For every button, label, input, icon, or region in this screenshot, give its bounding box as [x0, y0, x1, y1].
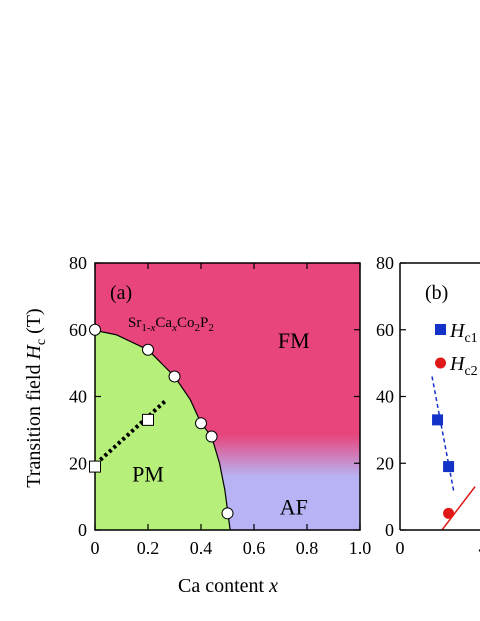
- x-tick-label: 0.2: [137, 538, 160, 558]
- circle-marker: [89, 323, 101, 336]
- x-tick-label: 0: [91, 538, 100, 558]
- x-tick-label: 0.8: [296, 538, 319, 558]
- panel-a: 0 0.2 0.4 0.6 0.8 1.0 0 20 40 60 80 FM PM AF (a) Sr1…: [23, 253, 371, 597]
- phase-regions: [95, 263, 360, 530]
- legend-label-c1: Hc1: [449, 320, 478, 346]
- data-markers-a: [89, 323, 234, 520]
- legend-marker-c1: [435, 324, 446, 335]
- legend-marker-c2: [435, 357, 446, 369]
- hc1-marker: [432, 414, 444, 426]
- y-axis-label: Transition field Hc (T): [23, 308, 49, 487]
- legend-label-c2: Hc2: [449, 353, 478, 379]
- y-tick-label-b: 20: [376, 453, 394, 473]
- hc2-marker: [443, 507, 455, 519]
- square-marker: [89, 460, 101, 473]
- region-label-fm: FM: [278, 328, 310, 353]
- y-tick-label: 80: [69, 253, 87, 273]
- y-tick-label: 20: [69, 453, 87, 473]
- circle-marker: [195, 417, 207, 430]
- x-tick-label-b: 4: [479, 538, 480, 558]
- y-tick-label-b: 80: [376, 253, 394, 273]
- hc1-dashed-line: [431, 376, 455, 494]
- axis-ticks-b: 0 20 40 60 80 0 4: [376, 253, 480, 558]
- x-tick-label: 0.4: [190, 538, 213, 558]
- x-tick-label: 0.6: [243, 538, 266, 558]
- region-label-af: AF: [280, 495, 308, 520]
- phase-boundary-line: [95, 329, 231, 530]
- region-labels: FM PM AF: [132, 328, 310, 520]
- square-marker: [142, 413, 154, 426]
- dotted-trend-line: [98, 398, 168, 462]
- compound-formula: Sr1-xCaxCo2P2: [128, 315, 214, 334]
- x-axis-label: Ca content x: [178, 575, 278, 597]
- y-tick-label-b: 40: [376, 387, 394, 407]
- circle-marker: [221, 507, 234, 520]
- region-label-pm: PM: [132, 461, 164, 486]
- hc2-line: [441, 486, 476, 530]
- axis-ticks-a: 0 0.2 0.4 0.6 0.8 1.0 0 20 40 60 80: [69, 253, 371, 558]
- panel-label-a: (a): [110, 282, 132, 304]
- y-tick-label-b: 0: [385, 520, 394, 540]
- circle-marker: [168, 370, 181, 383]
- circle-marker: [205, 430, 218, 443]
- y-tick-label: 40: [69, 387, 87, 407]
- phase-lines: [95, 329, 231, 530]
- hc1-marker: [443, 461, 455, 473]
- x-tick-label: 1.0: [349, 538, 372, 558]
- y-tick-label-b: 60: [376, 320, 394, 340]
- pm-region: [95, 330, 231, 530]
- x-tick-label-b: 0: [396, 538, 405, 558]
- circle-marker: [142, 343, 154, 356]
- y-tick-label: 0: [78, 520, 87, 540]
- y-tick-label: 60: [69, 320, 87, 340]
- panel-label-b: (b): [425, 282, 448, 304]
